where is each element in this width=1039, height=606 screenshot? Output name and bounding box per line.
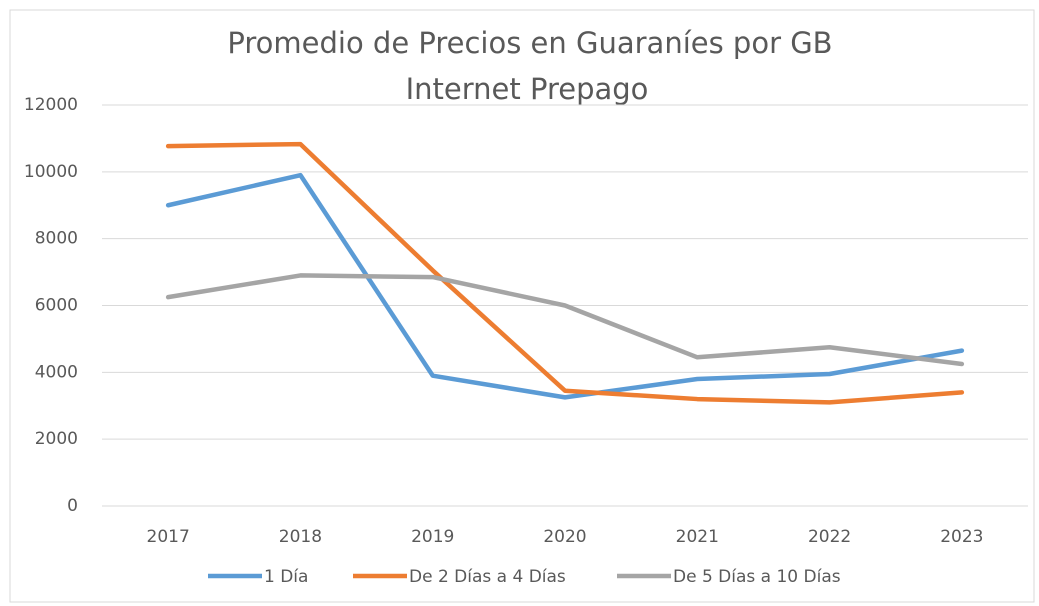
y-tick-label: 2000: [35, 429, 78, 449]
legend-label: De 5 Días a 10 Días: [673, 567, 841, 587]
legend-label: 1 Día: [264, 567, 308, 587]
y-tick-label: 6000: [35, 296, 78, 316]
y-tick-label: 8000: [35, 229, 78, 249]
x-tick-label: 2017: [147, 527, 190, 547]
series-line: [165, 273, 965, 367]
x-tick-label: 2019: [411, 527, 454, 547]
x-tick-label: 2023: [940, 527, 983, 547]
y-tick-label: 10000: [24, 162, 78, 182]
y-tick-label: 12000: [24, 95, 78, 115]
y-tick-label: 4000: [35, 362, 78, 382]
legend-label: De 2 Días a 4 Días: [409, 567, 566, 587]
x-tick-label: 2018: [279, 527, 322, 547]
chart-title: Internet Prepago: [406, 72, 649, 106]
y-tick-label: 0: [67, 496, 78, 516]
x-tick-label: 2020: [543, 527, 586, 547]
series-line: [165, 172, 965, 400]
x-tick-label: 2021: [676, 527, 719, 547]
series-line: [165, 141, 965, 405]
x-tick-label: 2022: [808, 527, 851, 547]
chart-title: Promedio de Precios en Guaraníes por GB: [227, 26, 832, 60]
